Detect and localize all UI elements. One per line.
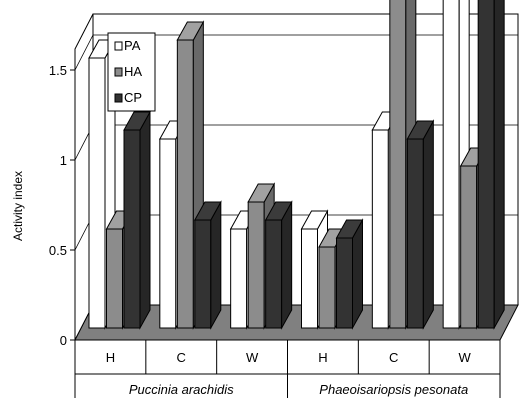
x-tick-label: C (177, 350, 186, 365)
legend-swatch-cp (114, 93, 123, 103)
bar-top (247, 183, 276, 203)
legend: PA HA CP (107, 32, 156, 112)
legend-label-cp: CP (124, 90, 142, 105)
bar-top (300, 210, 329, 230)
legend-label-pa: PA (124, 38, 141, 53)
bar-cp (265, 219, 283, 329)
legend-label-ha: HA (124, 64, 142, 79)
bar-pa (371, 129, 389, 329)
bar-side (139, 110, 151, 330)
y-tick-label: 0 (60, 333, 67, 348)
x-tick-label: W (458, 350, 471, 365)
legend-swatch-pa (114, 41, 123, 51)
bar-side (210, 200, 222, 330)
bar-side (422, 119, 434, 330)
y-axis: Activity index 00.511.522.5 (11, 49, 76, 348)
y-tick-label: 1.5 (49, 63, 67, 78)
x-tick-label: C (389, 350, 398, 365)
y-tick-label: 0.5 (49, 243, 67, 258)
bar-pa (230, 228, 248, 329)
bar-top (123, 111, 151, 131)
bar-ha (106, 228, 123, 329)
x-tick-label: W (246, 350, 259, 365)
bar-top (264, 201, 293, 221)
bar-top (335, 219, 364, 239)
x-axis: H C W H C W Puccinia arachidis Phaeoisariopsis … (74, 339, 501, 398)
bar-top (406, 120, 435, 140)
bar-cp (406, 138, 424, 329)
bar-ha (460, 165, 478, 329)
y-axis-label: Activity index (11, 171, 25, 241)
x-tick-label: H (106, 350, 115, 365)
bar-pa (159, 138, 177, 329)
bar-pa (301, 228, 318, 329)
bar-side (493, 0, 505, 330)
bar-cp (194, 219, 212, 329)
gridline-side (74, 34, 94, 71)
bar-pa (442, 0, 460, 329)
x-tick-label: H (318, 350, 327, 365)
bar-ha (318, 246, 336, 329)
bar-ha (389, 0, 407, 329)
group-label: Puccinia arachidis (129, 382, 234, 397)
y-tick-label: 1 (60, 153, 67, 168)
bar-cp (336, 237, 353, 329)
bar-pa (88, 57, 106, 329)
bar-ha (176, 39, 194, 329)
bar-cp (123, 129, 141, 329)
bar-top (193, 201, 222, 221)
bar-side (281, 200, 293, 330)
bar-top (176, 21, 205, 41)
legend-swatch-ha (114, 67, 123, 77)
bar-ha (247, 201, 265, 329)
bar-cp (477, 0, 495, 329)
group-label: Phaeoisariopsis pesonata (319, 382, 468, 397)
bars (88, 0, 505, 330)
